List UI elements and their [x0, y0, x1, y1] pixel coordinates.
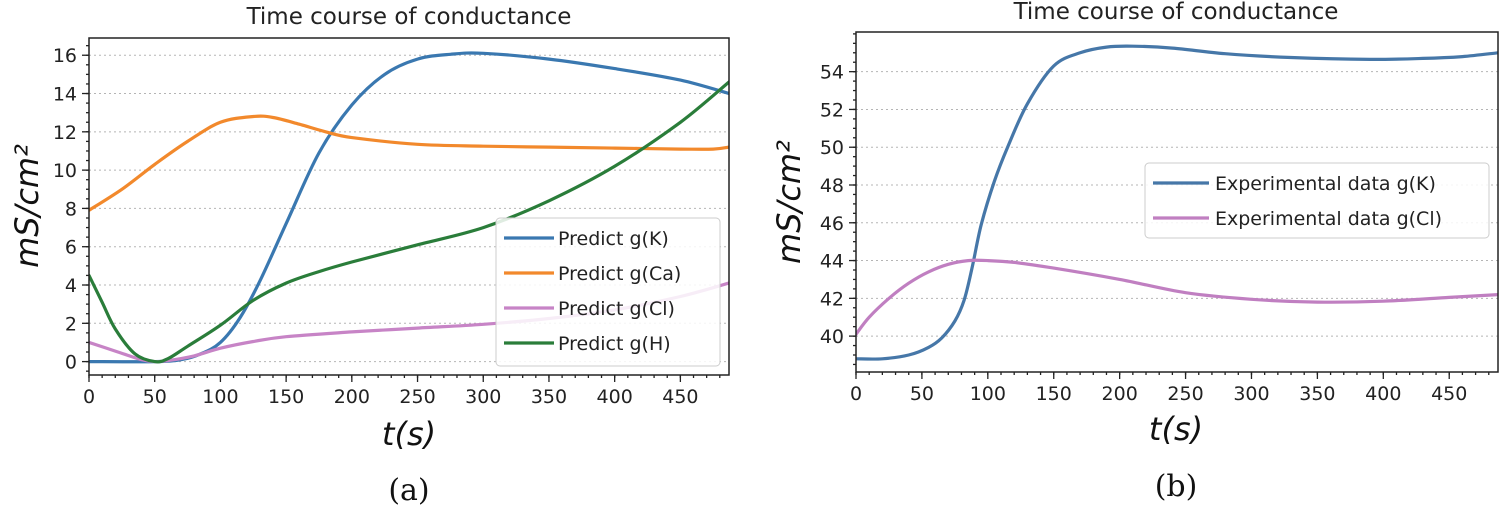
y-tick-label: 2 [65, 313, 77, 335]
legend-box [495, 217, 721, 367]
chart-title: Time course of conductance [246, 4, 572, 30]
series-line-predict-g-h [89, 80, 729, 364]
x-tick-label: 200 [1102, 383, 1138, 405]
x-tick-label: 150 [1036, 383, 1072, 405]
chart-panel-a: 0 2 4 6 8 10 12 14 16 0 50 100 150 200 250 300 350 400 450… [8, 4, 730, 508]
y-tick-label: 8 [65, 198, 77, 220]
x-tick-label: 250 [1167, 383, 1203, 405]
x-tick-label: 50 [143, 386, 167, 408]
x-tick-label: 350 [1299, 383, 1335, 405]
x-tick-label: 300 [465, 386, 501, 408]
series-line-experimental-data-g-k [856, 44, 1498, 361]
y-tick-label: 52 [820, 99, 844, 121]
y-tick-label: 14 [53, 84, 77, 106]
plot-frame [88, 37, 730, 376]
y-axis-label: mS/cm² [770, 140, 808, 264]
y-tick-label: 42 [820, 288, 844, 310]
x-tick-label: 450 [662, 386, 698, 408]
x-tick-label: 0 [83, 386, 95, 408]
x-tick-label: 450 [1431, 383, 1467, 405]
legend-entry-label: Predict g(Cl) [558, 298, 675, 320]
legend-entry-label: Predict g(H) [558, 333, 671, 355]
x-tick-label: 0 [850, 383, 862, 405]
legend-entry-label: Experimental data g(K) [1215, 173, 1436, 195]
y-tick-label: 10 [53, 160, 77, 182]
y-tick-label: 48 [820, 175, 844, 197]
y-tick-label: 4 [65, 275, 77, 297]
y-tick-label: 16 [53, 45, 77, 67]
y-axis-label: mS/cm² [8, 144, 46, 268]
series-group [856, 44, 1498, 361]
legend: Predict g(K) Predict g(Ca) Predict g(Cl) Pr… [495, 217, 721, 367]
legend-entry-label: Experimental data g(Cl) [1215, 208, 1442, 230]
y-tick-label: 54 [820, 62, 844, 84]
series-line-predict-g-ca [89, 114, 729, 212]
y-tick-label: 40 [820, 326, 844, 348]
y-tick-label: 0 [65, 352, 77, 374]
y-tick-label: 44 [820, 251, 844, 273]
x-tick-label: 400 [597, 386, 633, 408]
legend-box [1144, 162, 1490, 239]
x-tick-label: 400 [1365, 383, 1401, 405]
y-tick-label: 12 [53, 122, 77, 144]
chart-panel-b: 40 42 44 46 48 50 52 54 0 50 100 150 200 250 300 350 400… [770, 0, 1499, 504]
x-tick-label: 100 [202, 386, 238, 408]
plot-frame [855, 31, 1499, 373]
x-axis-label: t(s) [382, 415, 436, 453]
x-tick-label: 350 [531, 386, 567, 408]
x-tick-label: 150 [268, 386, 304, 408]
x-tick-label: 300 [1233, 383, 1269, 405]
x-tick-label: 50 [910, 383, 934, 405]
legend-entry-label: Predict g(K) [558, 228, 669, 250]
series-line-experimental-data-g-cl [856, 258, 1498, 336]
panel-caption: (a) [388, 473, 429, 508]
x-tick-label: 100 [970, 383, 1006, 405]
x-tick-label: 250 [399, 386, 435, 408]
chart-title: Time course of conductance [1013, 0, 1339, 25]
x-axis-label: t(s) [1149, 410, 1203, 448]
y-tick-label: 46 [820, 213, 844, 235]
panel-caption: (b) [1155, 469, 1198, 504]
legend-entry-label: Predict g(Ca) [558, 263, 681, 285]
y-tick-label: 6 [65, 237, 77, 259]
x-tick-label: 200 [334, 386, 370, 408]
legend: Experimental data g(K) Experimental data … [1144, 162, 1490, 239]
y-tick-label: 50 [820, 137, 844, 159]
